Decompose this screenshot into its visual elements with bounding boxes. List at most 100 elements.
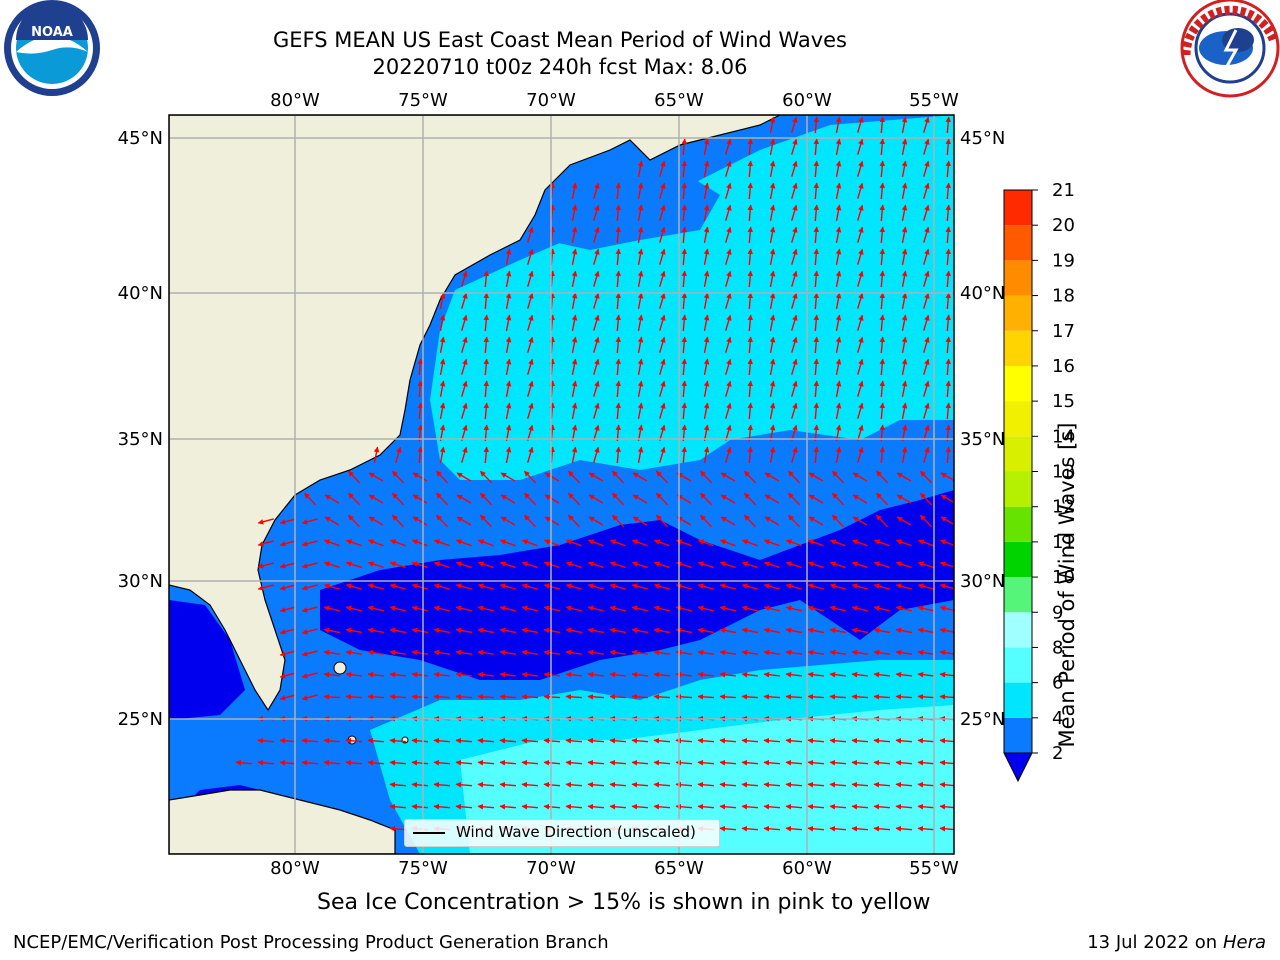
wind-wave-arrow [631, 803, 649, 810]
wind-wave-arrow [565, 671, 582, 678]
wind-wave-arrow [477, 693, 495, 700]
wind-wave-arrow [345, 583, 362, 590]
wind-wave-arrow [851, 737, 869, 744]
wind-wave-arrow [725, 336, 732, 353]
wind-wave-arrow [587, 693, 605, 700]
wind-wave-arrow [565, 539, 582, 547]
wind-wave-arrow [769, 116, 776, 134]
wind-wave-arrow [499, 759, 517, 766]
wind-wave-arrow [697, 627, 715, 634]
vector-legend-line [413, 832, 445, 834]
wind-wave-arrow [923, 160, 930, 177]
wind-wave-arrow [500, 516, 516, 526]
wind-wave-arrow [483, 292, 490, 310]
wind-wave-arrow [896, 494, 912, 504]
wind-wave-arrow [279, 562, 296, 569]
wind-wave-arrow [697, 781, 715, 788]
wind-wave-arrow [527, 380, 534, 397]
wind-wave-arrow [571, 402, 578, 420]
wind-wave-arrow [389, 605, 406, 612]
wind-wave-arrow [571, 226, 578, 244]
wind-wave-arrow [593, 204, 600, 221]
wind-wave-arrow [769, 182, 776, 200]
wind-wave-arrow [791, 248, 798, 265]
wind-wave-arrow [857, 424, 864, 441]
wind-wave-arrow [769, 314, 776, 332]
wind-wave-arrow [499, 649, 517, 656]
wind-wave-arrow [433, 539, 450, 547]
wind-wave-arrow [725, 314, 732, 331]
wind-wave-arrow [455, 561, 472, 569]
wind-wave-arrow [725, 270, 732, 287]
wind-wave-arrow [347, 514, 361, 528]
wind-wave-arrow [901, 248, 908, 266]
wind-wave-arrow [857, 270, 864, 287]
wind-wave-arrow [873, 649, 891, 656]
wave-band-4-6-north [430, 115, 954, 480]
wind-wave-arrow [808, 472, 824, 482]
wind-wave-arrow [703, 446, 710, 464]
wind-wave-arrow [571, 270, 578, 288]
wind-wave-arrow [807, 561, 824, 569]
wind-wave-arrow [587, 649, 605, 656]
colorbar-segment [1004, 436, 1032, 472]
wind-wave-arrow [367, 649, 385, 656]
wind-wave-arrow [439, 446, 446, 464]
wind-wave-arrow [945, 248, 952, 266]
wind-wave-arrow [323, 539, 340, 547]
wind-wave-arrow [813, 138, 820, 156]
wind-wave-arrow [301, 694, 318, 701]
wind-wave-arrow [417, 358, 424, 376]
wind-wave-arrow [368, 516, 384, 526]
wind-wave-arrow [609, 759, 627, 766]
wind-wave-arrow [835, 226, 842, 244]
wind-wave-arrow [593, 424, 600, 441]
wind-wave-arrow [505, 446, 512, 464]
colorbar-tick-label: 8 [1052, 637, 1063, 658]
wind-wave-arrow [835, 292, 842, 310]
wind-wave-arrow [345, 759, 363, 766]
wind-wave-arrow [637, 402, 644, 420]
wind-wave-arrow [659, 358, 666, 375]
wind-wave-arrow [455, 627, 473, 634]
wind-wave-arrow [655, 492, 669, 506]
wind-wave-arrow [764, 472, 780, 482]
wind-wave-arrow [567, 470, 581, 484]
wind-wave-arrow [785, 781, 803, 788]
wind-wave-arrow [477, 583, 494, 590]
wind-wave-arrow [477, 649, 495, 656]
wind-wave-arrow [741, 737, 759, 744]
colorbar-tick-label: 4 [1052, 708, 1063, 729]
colorbar-segment [1004, 471, 1032, 507]
wind-wave-arrow [279, 672, 296, 679]
wind-wave-arrow [829, 781, 847, 788]
wind-wave-arrow [895, 539, 912, 547]
wind-wave-arrow [829, 539, 846, 547]
wind-wave-arrow [747, 380, 754, 398]
colorbar-tick-label: 6 [1052, 673, 1063, 694]
wind-wave-arrow [323, 561, 340, 569]
wind-wave-arrow [785, 825, 803, 832]
wind-wave-arrow [609, 561, 626, 569]
wind-wave-arrow [813, 116, 820, 134]
footer-date-text: 13 Jul 2022 on [1087, 932, 1223, 953]
wind-wave-arrow [433, 693, 451, 700]
wind-wave-arrow [901, 314, 908, 332]
wind-wave-arrow [659, 182, 666, 199]
wind-wave-arrow [725, 446, 732, 463]
wind-wave-arrow [923, 270, 930, 287]
nws-logo [1180, 0, 1280, 98]
wind-wave-arrow [703, 358, 710, 376]
wind-wave-arrow [659, 292, 666, 309]
wind-wave-arrow [895, 649, 913, 656]
colorbar-segment [1004, 295, 1032, 331]
wind-wave-arrow [835, 138, 842, 156]
wind-wave-arrow [763, 539, 780, 547]
wind-wave-arrow [879, 380, 886, 398]
colorbar-segment [1004, 717, 1032, 753]
wind-wave-arrow [725, 226, 732, 243]
wind-wave-arrow [499, 627, 517, 634]
wind-wave-arrow [763, 759, 781, 766]
wind-wave-arrow [345, 605, 362, 612]
wind-wave-arrow [543, 759, 561, 766]
